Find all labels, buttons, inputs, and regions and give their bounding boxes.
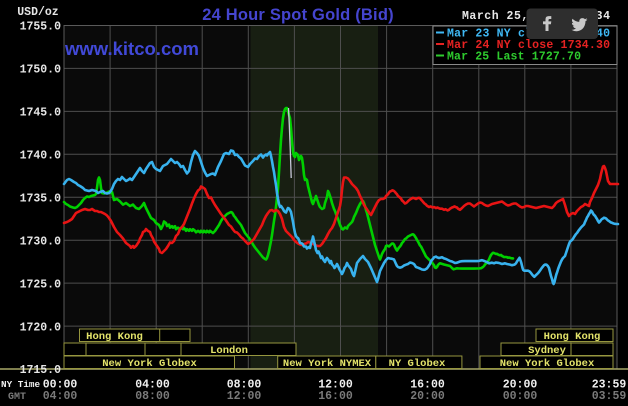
svg-text:03:59: 03:59 [592,390,627,403]
svg-text:1730.0: 1730.0 [20,235,62,248]
svg-text:NY Time: NY Time [1,379,40,390]
svg-text:1750.0: 1750.0 [20,64,62,77]
svg-text:23:59: 23:59 [592,379,627,392]
svg-text:12:00: 12:00 [227,390,262,403]
svg-text:Hong Kong: Hong Kong [86,331,143,343]
svg-text:08:00: 08:00 [227,379,262,392]
svg-text:1755.0: 1755.0 [20,21,62,34]
svg-text:1745.0: 1745.0 [20,107,62,120]
svg-text:London: London [210,345,248,357]
svg-text:NY Globex: NY Globex [389,358,446,370]
svg-text:Mar 24 NY close 1734.30: Mar 24 NY close 1734.30 [447,39,610,52]
svg-text:Mar 25 Last 1727.70: Mar 25 Last 1727.70 [447,51,581,64]
svg-text:12:00: 12:00 [318,379,353,392]
svg-text:New York Globex: New York Globex [500,358,595,370]
svg-text:04:00: 04:00 [135,379,170,392]
svg-text:Sydney: Sydney [528,345,567,357]
svg-text:16:00: 16:00 [318,390,353,403]
svg-text:24 Hour Spot Gold (Bid): 24 Hour Spot Gold (Bid) [202,6,394,24]
svg-text:00:00: 00:00 [503,390,538,403]
svg-text:1725.0: 1725.0 [20,278,62,291]
svg-text:1720.0: 1720.0 [20,321,62,334]
svg-text:04:00: 04:00 [43,390,78,403]
svg-text:GMT: GMT [8,392,26,403]
svg-text:00:00: 00:00 [43,379,78,392]
svg-text:1715.0: 1715.0 [20,364,62,377]
svg-text:08:00: 08:00 [135,390,170,403]
svg-text:USD/oz: USD/oz [17,6,59,19]
svg-text:20:00: 20:00 [503,379,538,392]
svg-text:www.kitco.com: www.kitco.com [64,38,199,59]
svg-text:Hong Kong: Hong Kong [544,331,601,343]
svg-text:New York NYMEX: New York NYMEX [283,358,372,370]
svg-text:New York Globex: New York Globex [102,358,197,370]
svg-text:16:00: 16:00 [410,379,445,392]
svg-text:1735.0: 1735.0 [20,192,62,205]
svg-text:1740.0: 1740.0 [20,150,62,163]
svg-text:20:00: 20:00 [410,390,445,403]
